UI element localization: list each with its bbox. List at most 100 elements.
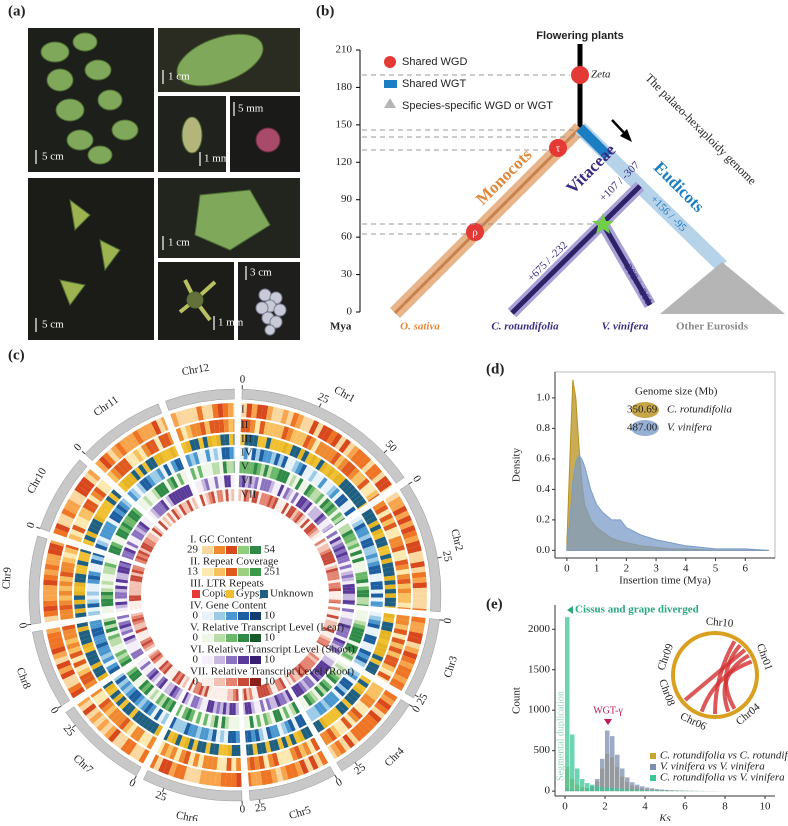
heat-cell xyxy=(232,717,236,729)
legend-swatch xyxy=(214,678,225,686)
y-tick-label: 1000 xyxy=(528,704,551,716)
heat-cell xyxy=(232,745,236,756)
y-tick-label: 210 xyxy=(336,44,353,56)
heat-cell xyxy=(59,600,72,605)
heat-cell xyxy=(224,419,229,432)
chromosome-label: Chr10 xyxy=(25,466,49,496)
tick xyxy=(82,451,85,454)
y-axis-label: Count xyxy=(511,687,523,714)
y-tick-label: 0.4 xyxy=(536,483,550,495)
heat-cell xyxy=(234,447,235,459)
x-tick-label: 0 xyxy=(562,801,568,813)
legend-range: 13 xyxy=(187,566,199,578)
legend-range: 0 xyxy=(193,676,199,688)
legend-swatch xyxy=(250,656,261,664)
tick-label: 0 xyxy=(127,777,138,790)
heat-cell xyxy=(228,403,233,417)
legend-swatch xyxy=(226,656,237,664)
scale-bar-label: 1 mm xyxy=(218,317,244,329)
heat-cell xyxy=(357,597,369,601)
legend-swatch xyxy=(202,546,213,554)
legend-item: Unknown xyxy=(270,588,314,600)
chromosome-label: Chr2 xyxy=(448,528,465,552)
y-tick-label: 0.6 xyxy=(536,452,550,464)
chromosome-label: Chr7 xyxy=(71,752,96,776)
x-tick-label: 5 xyxy=(713,563,719,575)
legend-title: I. GC Content xyxy=(190,534,252,546)
heat-cell xyxy=(74,587,85,592)
legend-swatch xyxy=(238,678,249,686)
x-tick-label: 2 xyxy=(624,563,630,575)
x-axis-label: Ks xyxy=(658,813,671,821)
panel-label: (d) xyxy=(486,361,504,377)
heat-cell xyxy=(101,592,113,596)
legend-swatch xyxy=(226,568,237,576)
heat-cell xyxy=(234,489,235,501)
hist-bar xyxy=(575,768,580,791)
y-tick-label: 0 xyxy=(545,785,551,797)
event-label: ρ xyxy=(472,227,478,239)
y-tick-label: 1.0 xyxy=(536,391,550,403)
hist-bar xyxy=(640,790,645,791)
legend-swatch xyxy=(250,612,261,620)
heat-cell xyxy=(231,773,236,787)
tick-label: 25 xyxy=(440,550,454,563)
heat-cell xyxy=(101,595,113,599)
heat-cell xyxy=(226,773,232,787)
heat-cell xyxy=(398,598,411,603)
tick-label: 25 xyxy=(316,391,331,407)
heat-cell xyxy=(233,689,236,701)
heat-cell xyxy=(413,588,427,593)
legend-swatch xyxy=(202,656,213,664)
ring-label: V xyxy=(241,461,249,473)
legend-swatch xyxy=(202,634,213,642)
heat-cell xyxy=(227,745,232,756)
heat-cell xyxy=(385,589,396,594)
heat-cell xyxy=(231,758,236,771)
legend-swatch xyxy=(226,546,237,554)
panel-label: (b) xyxy=(316,3,334,19)
legend-swatch xyxy=(238,568,249,576)
legend-swatch xyxy=(202,678,213,686)
chromosome-label: Chr1 xyxy=(332,384,357,405)
hist-bar xyxy=(615,755,620,791)
heat-cell xyxy=(229,703,233,715)
legend-swatch xyxy=(238,612,249,620)
heat-cell xyxy=(232,731,236,743)
hist-bar xyxy=(650,790,655,791)
hist-bar xyxy=(605,788,610,792)
heat-cell xyxy=(413,582,427,588)
hist-bar xyxy=(615,788,620,791)
heat-cell xyxy=(236,731,240,743)
tick xyxy=(409,482,412,484)
x-tick-label: 4 xyxy=(683,563,689,575)
heat-cell xyxy=(413,598,427,604)
chromosome-label: Chr5 xyxy=(288,804,313,821)
legend-swatch xyxy=(214,568,225,576)
heat-cell xyxy=(59,591,72,596)
heat-cell xyxy=(329,591,341,594)
y-tick-label: 1500 xyxy=(528,663,551,675)
legend-item: Copia xyxy=(202,588,228,600)
legend-title: IV. Gene Content xyxy=(190,600,266,612)
hist-bar xyxy=(625,777,630,791)
circos: Chr102550Chr2025Chr3025Chr4025Chr5025Chr… xyxy=(0,362,465,821)
legend-swatch xyxy=(650,753,656,759)
x-tick-label: 3 xyxy=(653,563,659,575)
heat-cell xyxy=(234,475,235,487)
heat-cell xyxy=(231,475,234,487)
heat-cell xyxy=(398,602,411,608)
legend-value: 487.00 xyxy=(627,422,658,434)
heat-cell xyxy=(232,703,235,715)
legend-swatch xyxy=(260,590,268,598)
heat-cell xyxy=(74,595,85,600)
heat-cell xyxy=(231,489,234,501)
heat-cell xyxy=(357,590,369,594)
heat-cell xyxy=(236,745,241,756)
chromosome-label: Chr3 xyxy=(442,654,460,679)
heat-cell xyxy=(343,597,355,601)
tick-label: 25 xyxy=(154,789,169,804)
tick-label: 0 xyxy=(410,473,423,485)
heat-cell xyxy=(234,434,235,445)
